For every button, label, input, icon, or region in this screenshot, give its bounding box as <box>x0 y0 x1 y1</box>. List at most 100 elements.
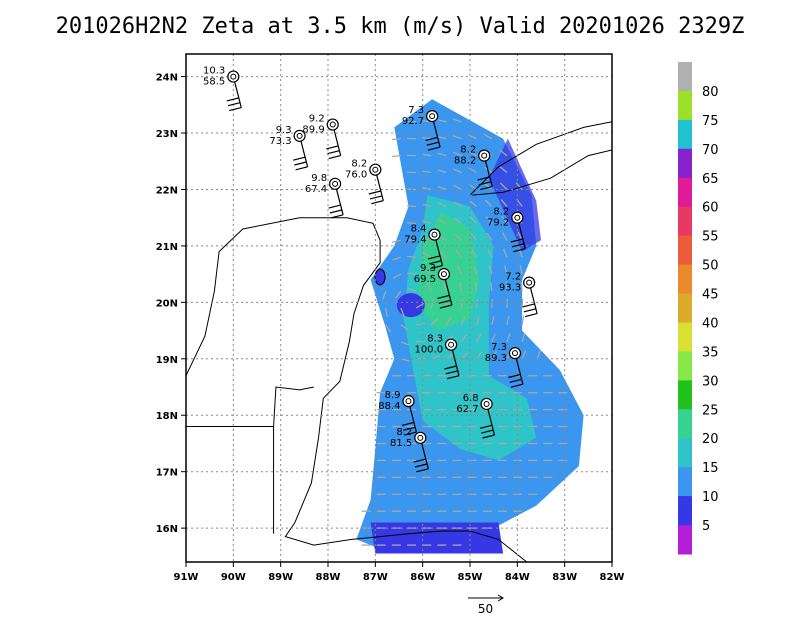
wind-arrow <box>415 340 426 343</box>
wind-arrow <box>506 315 510 326</box>
barb-flag <box>444 365 457 370</box>
obs-marker-inner <box>417 434 424 441</box>
barb-flag <box>368 190 381 195</box>
obs-label-top: 8.2 <box>493 207 509 218</box>
wind-arrow <box>491 316 495 326</box>
colorbar-label: 60 <box>702 201 719 216</box>
wind-arrow <box>500 182 508 190</box>
barb-flag <box>403 426 416 431</box>
wind-arrow <box>521 333 526 343</box>
wind-arrow <box>476 351 483 360</box>
y-tick-label: 16N <box>156 524 178 535</box>
wind-arrow <box>437 169 447 174</box>
obs-marker-inner <box>329 121 336 128</box>
wind-arrow <box>394 290 402 299</box>
obs-label-bottom: 69.5 <box>414 274 436 285</box>
barb-flag <box>426 141 439 146</box>
colorbar-label: 55 <box>702 230 719 245</box>
observations: 10.358.59.289.99.373.37.392.78.288.28.27… <box>203 66 538 473</box>
wind-arrow <box>506 333 511 343</box>
wind-arrow <box>485 216 493 224</box>
wind-arrow <box>469 216 478 224</box>
colorbar-segment <box>678 467 692 497</box>
y-tick-label: 24N <box>156 73 178 84</box>
wind-arrow <box>519 265 523 275</box>
colorbar-label: 80 <box>702 85 719 100</box>
obs-marker-inner <box>440 271 447 278</box>
barb-flag <box>438 299 451 304</box>
colorbar-label: 75 <box>702 114 719 129</box>
wind-arrow <box>391 239 402 243</box>
barb-flag <box>480 186 493 191</box>
colorbar-label: 45 <box>702 288 719 303</box>
barb-flag <box>404 431 417 436</box>
obs-marker-inner <box>431 231 438 238</box>
wind-arrow <box>385 307 388 318</box>
obs-marker-inner <box>526 279 533 286</box>
wind-arrow <box>487 248 493 258</box>
wind-arrow <box>504 265 508 275</box>
wind-arrow <box>439 250 447 258</box>
wind-arrow <box>400 307 405 317</box>
obs-marker <box>444 338 458 351</box>
grid <box>186 54 612 562</box>
cozumel <box>374 268 386 286</box>
barb-flag <box>416 468 429 473</box>
barb-flag <box>437 294 450 299</box>
colorbar-segment <box>678 351 692 381</box>
y-tick-label: 17N <box>156 468 178 479</box>
colorbar-label: 50 <box>702 259 719 274</box>
wind-arrow <box>422 170 432 174</box>
barb-flag <box>508 373 521 379</box>
x-tick-label: 90W <box>221 572 246 583</box>
obs-marker <box>329 177 342 190</box>
barb-flag <box>482 434 495 439</box>
wind-arrow <box>452 151 462 157</box>
barb-flag <box>430 265 443 270</box>
wind-arrow <box>445 316 452 326</box>
barb-flag <box>510 238 523 243</box>
wind-arrow <box>430 318 439 326</box>
barb-flag <box>295 166 308 171</box>
y-tick-label: 19N <box>156 355 178 366</box>
wind-arrow <box>461 351 469 360</box>
barb-flag <box>511 243 525 248</box>
wind-arrow <box>520 282 523 292</box>
obs-label-bottom: 81.5 <box>390 438 412 449</box>
obs-marker <box>326 118 339 131</box>
obs-marker-inner <box>230 73 237 80</box>
barb-flag <box>292 156 306 161</box>
wind-arrow <box>422 220 432 224</box>
barb-flag <box>523 308 537 313</box>
barb-flag <box>294 161 307 166</box>
x-tick-label: 86W <box>410 572 435 583</box>
wind-arrow <box>453 217 462 224</box>
colorbar-segment <box>678 264 692 294</box>
wind-arrow <box>484 199 493 207</box>
wind-arrow <box>468 150 477 157</box>
wind-field-10-north <box>488 138 541 252</box>
obs-marker-inner <box>372 166 379 173</box>
colorbar-segment <box>678 235 692 265</box>
wind-arrow <box>453 168 462 174</box>
wind-arrow <box>476 333 482 343</box>
wind-arrow <box>491 333 496 343</box>
wind-arrow <box>472 265 478 275</box>
obs-label-top: 8.2 <box>351 159 367 170</box>
obs-marker <box>478 149 491 162</box>
wind-arrow <box>491 350 497 360</box>
obs-marker <box>414 431 427 444</box>
colorbar-segment <box>678 322 692 352</box>
chart-title: 201026H2N2 Zeta at 3.5 km (m/s) Valid 20… <box>55 14 745 39</box>
obs-marker <box>227 70 240 83</box>
y-tick-label: 22N <box>156 185 178 196</box>
obs-label-top: 8.4 <box>411 224 427 235</box>
wind-arrow <box>474 282 478 292</box>
barb-flag <box>226 97 239 102</box>
wind-arrow <box>437 135 447 140</box>
wind-arrow <box>415 322 425 326</box>
y-tick-label: 18N <box>156 411 178 422</box>
wind-arrow <box>407 255 417 258</box>
wind-arrow <box>437 152 447 157</box>
obs-marker-inner <box>448 341 455 348</box>
